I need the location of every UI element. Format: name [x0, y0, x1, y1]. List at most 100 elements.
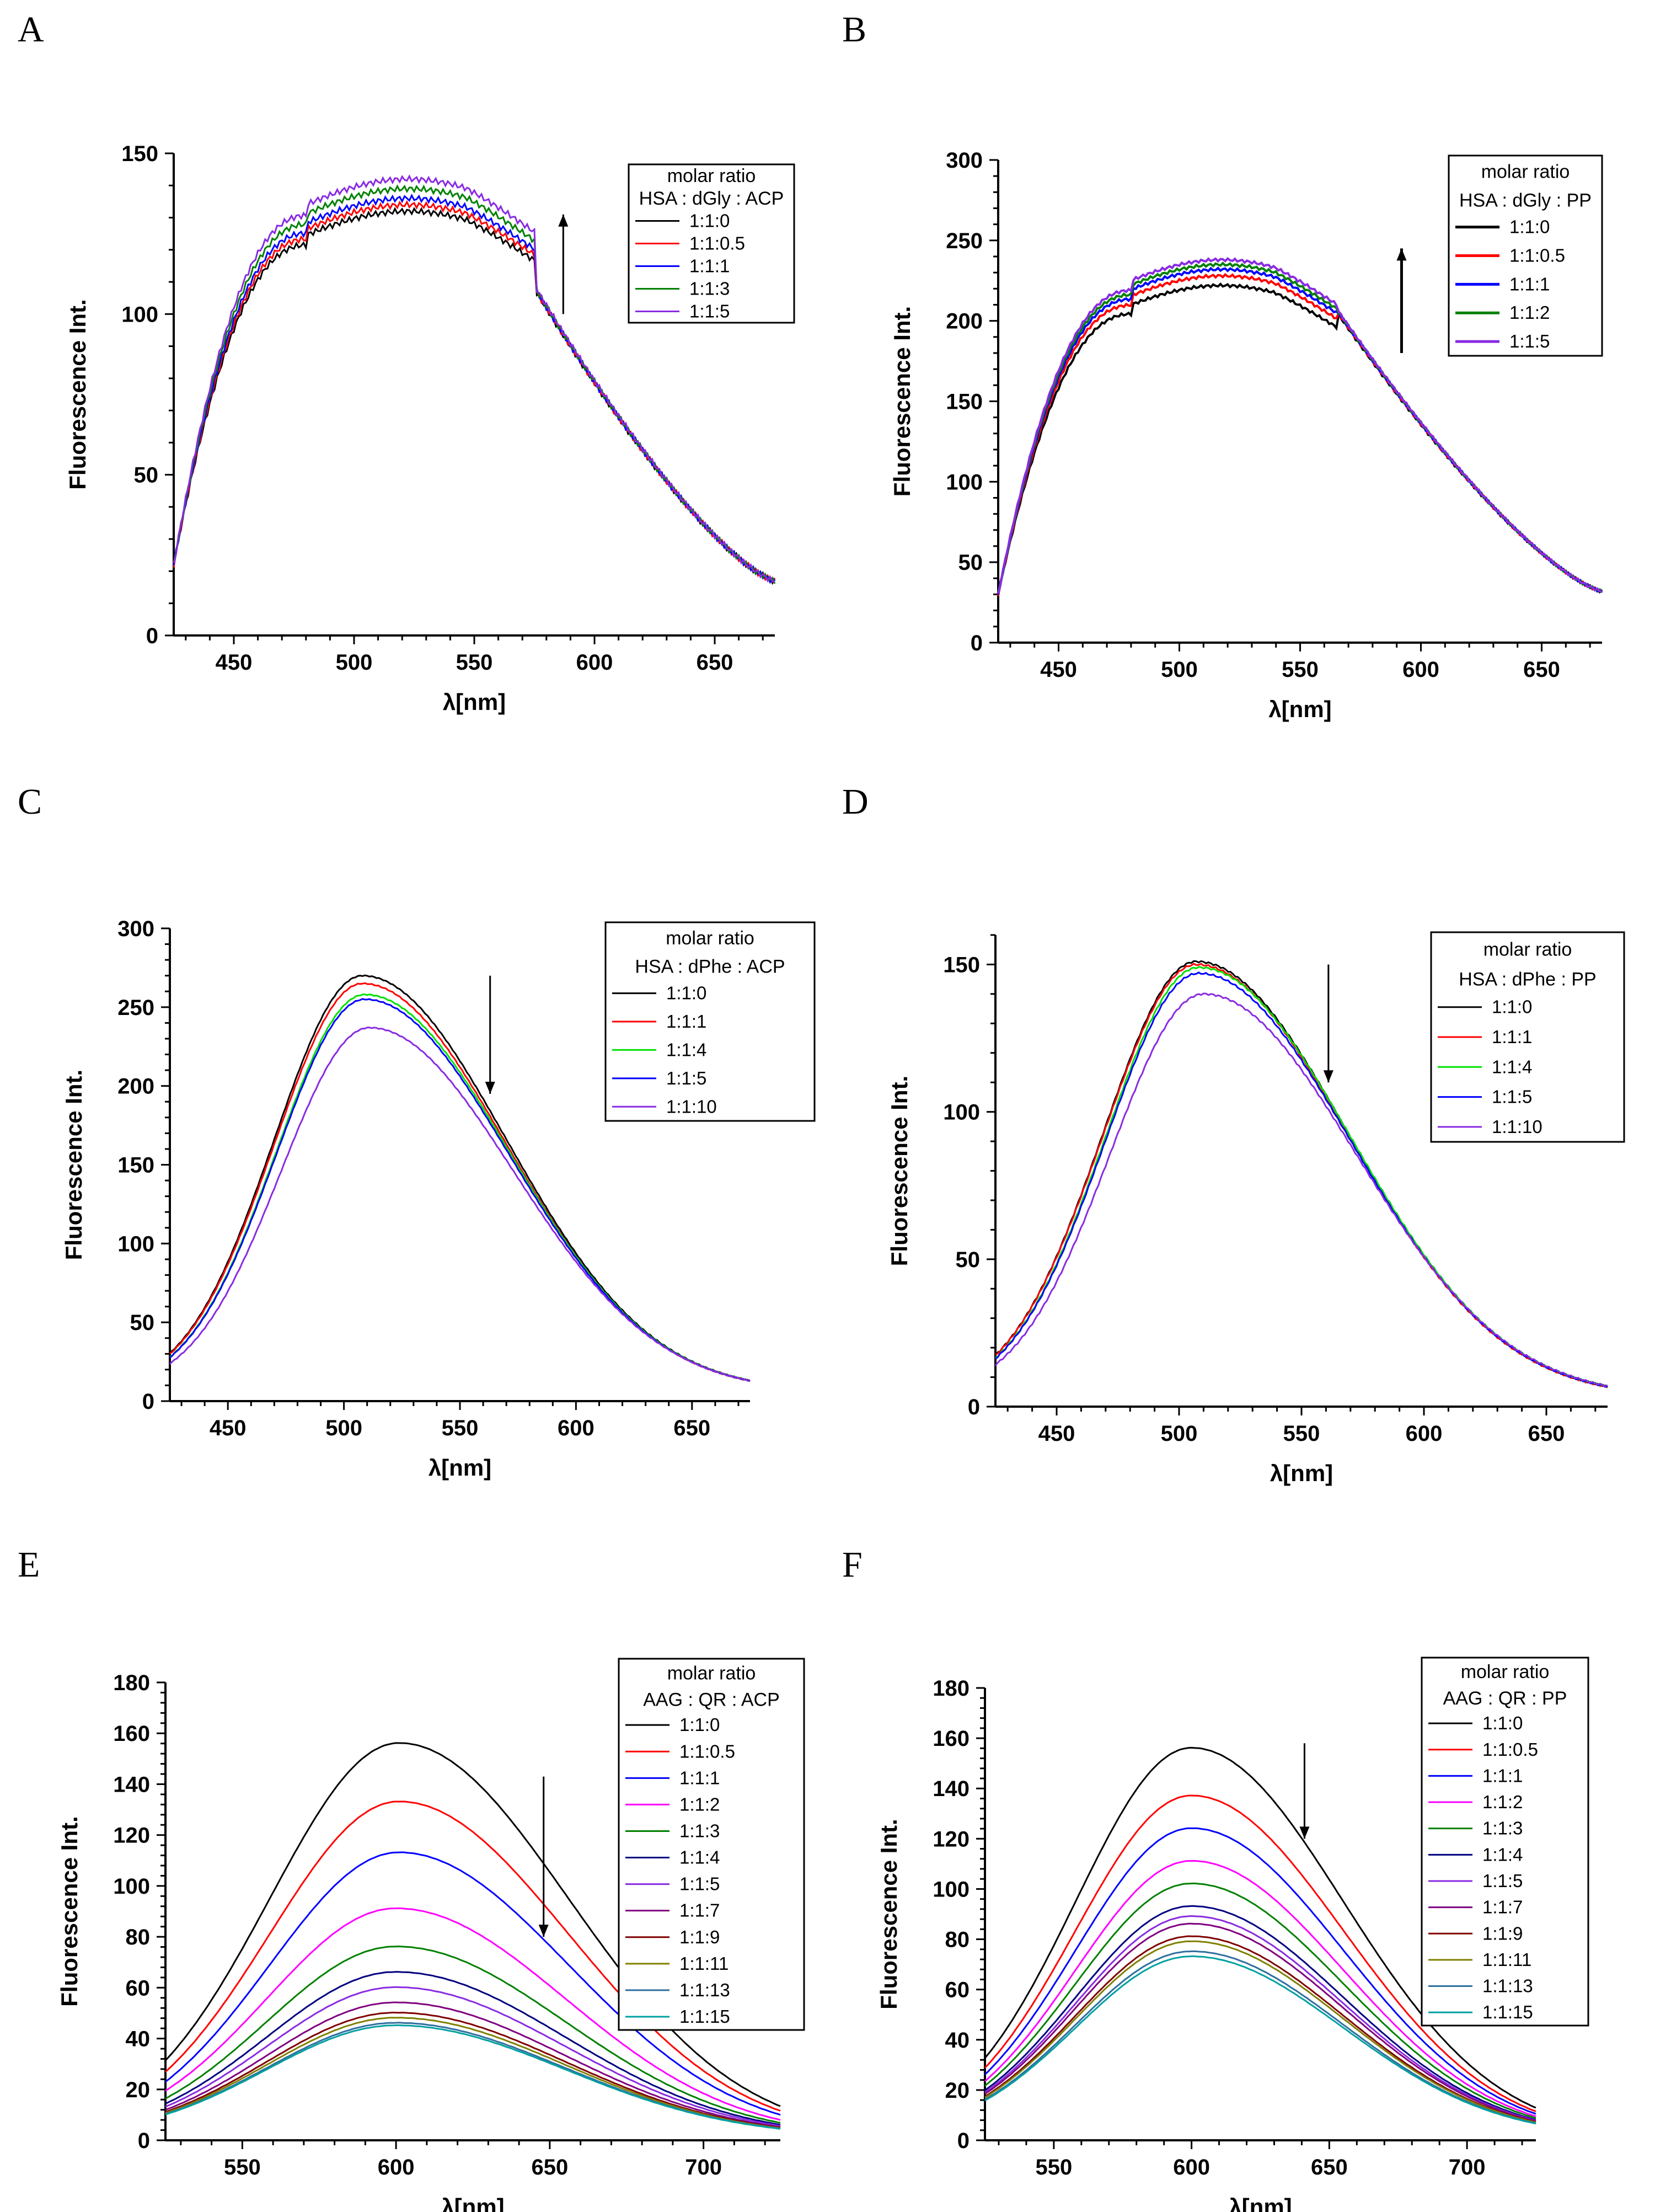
y-tick-label: 250 [946, 229, 983, 253]
y-tick-label: 100 [121, 302, 158, 327]
series-line [984, 1922, 1536, 2122]
y-tick-label: 0 [142, 1390, 154, 1414]
panel-d: D 450 500 550 600 650 0 50 100 150 λ[nm] Fluorescen… [842, 782, 1625, 1486]
series-line [984, 1827, 1536, 2115]
legend-entry: 1:1:1 [689, 256, 730, 276]
legend-entry: 1:1:0.5 [689, 233, 745, 254]
legend-title: HSA : dPhe : PP [1459, 969, 1596, 990]
legend-entry: 1:1:11 [679, 1953, 729, 1974]
legend-entry: 1:1:0.5 [679, 1741, 735, 1761]
x-tick-label: 600 [558, 1416, 594, 1440]
trend-arrow-head [1299, 1826, 1310, 1839]
y-axis-label: Fluorescence Int. [876, 1819, 902, 2009]
y-tick-label: 160 [933, 1727, 970, 1751]
y-tick-label: 100 [943, 1100, 980, 1125]
legend-entry: 1:1:4 [666, 1039, 706, 1060]
y-axis-label: Fluorescence Int. [886, 1076, 912, 1266]
y-axis-label: Fluorescence Int. [65, 299, 90, 489]
y-tick-label: 300 [117, 917, 154, 941]
series-line [984, 1882, 1536, 2119]
legend-entry: 1:1:1 [1509, 274, 1550, 294]
series-line [165, 1986, 781, 2127]
series-line [984, 1950, 1536, 2124]
legend-entry: 1:1:1 [679, 1767, 720, 1788]
x-tick-label: 600 [378, 2155, 415, 2179]
series-line [173, 174, 775, 583]
panel-c: C 450 500 550 600 650 0 50 100 150 200 250 300 λ[nm] F… [18, 782, 816, 1481]
legend-entry: 1:1:5 [1492, 1087, 1532, 1107]
x-tick-label: 600 [1402, 658, 1439, 682]
y-tick-label: 180 [113, 1671, 150, 1695]
legend-entry: 1:1:9 [1482, 1923, 1523, 1943]
trend-arrow-head [485, 1081, 495, 1094]
x-tick-label: 600 [1406, 1422, 1443, 1446]
legend-entry: 1:1:0 [666, 983, 706, 1003]
series-line [984, 1860, 1536, 2118]
x-tick-label: 600 [576, 650, 613, 675]
series-line [165, 2011, 781, 2129]
x-axis-label: λ[nm] [1268, 696, 1331, 722]
y-tick-label: 150 [117, 1153, 154, 1178]
series-line [165, 1851, 781, 2116]
series-line [165, 2001, 781, 2128]
trend-arrow-head [1323, 1070, 1333, 1083]
panel-f: F 550 600 650 700 0 20 40 60 80 100 120 140 160 180 λ[n… [842, 1545, 1589, 2212]
legend-entry: 1:1:7 [1482, 1897, 1523, 1917]
series-line [984, 1915, 1536, 2122]
panel-letter: A [18, 9, 44, 50]
y-tick-label: 20 [126, 2078, 151, 2102]
x-tick-label: 550 [442, 1416, 479, 1440]
x-tick-label: 650 [1528, 1422, 1565, 1446]
legend-entry: 1:1:0 [1492, 997, 1532, 1017]
x-tick-label: 450 [216, 650, 253, 675]
panel-a: A 450 500 550 600 650 0 50 100 150 λ[nm] Fluorescen… [18, 9, 795, 715]
x-tick-label: 500 [1161, 658, 1198, 682]
panel-letter: B [842, 9, 866, 50]
y-tick-label: 60 [126, 1976, 151, 2000]
legend-entry: 1:1:3 [1482, 1818, 1523, 1839]
y-tick-label: 50 [134, 463, 159, 488]
x-axis-label: λ[nm] [1270, 1460, 1333, 1486]
x-tick-label: 550 [456, 650, 493, 675]
series-line [169, 1027, 751, 1382]
legend-title: HSA : dPhe : ACP [635, 957, 785, 977]
legend-title: molar ratio [667, 1663, 756, 1684]
legend-entry: 1:1:3 [679, 1820, 720, 1841]
y-tick-label: 0 [968, 1395, 980, 1419]
y-tick-label: 40 [945, 2028, 970, 2053]
trend-arrow-head [538, 1925, 549, 1937]
y-tick-label: 140 [113, 1772, 150, 1797]
legend-title: molar ratio [667, 165, 756, 186]
y-tick-label: 180 [933, 1676, 970, 1701]
y-axis-label: Fluorescence Int. [56, 1816, 82, 2006]
trend-arrow-head [1396, 248, 1407, 261]
legend-entry: 1:1:4 [1482, 1844, 1523, 1864]
legend-entry: 1:1:4 [1492, 1056, 1532, 1077]
legend-entry: 1:1:9 [679, 1927, 720, 1947]
panel-letter: D [842, 782, 869, 822]
x-tick-label: 500 [1161, 1422, 1198, 1446]
y-tick-label: 80 [945, 1928, 970, 1952]
y-tick-label: 50 [958, 551, 983, 575]
y-tick-label: 120 [933, 1827, 970, 1851]
legend-entry: 1:1:1 [1482, 1765, 1523, 1786]
panel-letter: F [842, 1545, 863, 1585]
x-tick-label: 650 [1311, 2155, 1348, 2179]
x-tick-label: 550 [1036, 2155, 1073, 2179]
y-tick-label: 100 [946, 470, 983, 494]
y-tick-label: 100 [117, 1232, 154, 1256]
y-tick-label: 200 [117, 1075, 154, 1099]
x-tick-label: 700 [1449, 2155, 1486, 2179]
x-tick-label: 600 [1173, 2155, 1210, 2179]
y-tick-label: 20 [945, 2079, 970, 2103]
series-line [165, 1945, 781, 2124]
y-tick-label: 100 [113, 1874, 150, 1899]
series-line [165, 1800, 781, 2112]
legend-title: molar ratio [1481, 161, 1570, 182]
legend-title: molar ratio [1461, 1661, 1550, 1682]
y-axis-label: Fluorescence Int. [61, 1070, 87, 1260]
legend-entry: 1:1:15 [1482, 2002, 1533, 2022]
series-line [984, 1905, 1536, 2121]
legend-entry: 1:1:0 [689, 211, 730, 231]
legend-entry: 1:1:5 [679, 1874, 720, 1894]
